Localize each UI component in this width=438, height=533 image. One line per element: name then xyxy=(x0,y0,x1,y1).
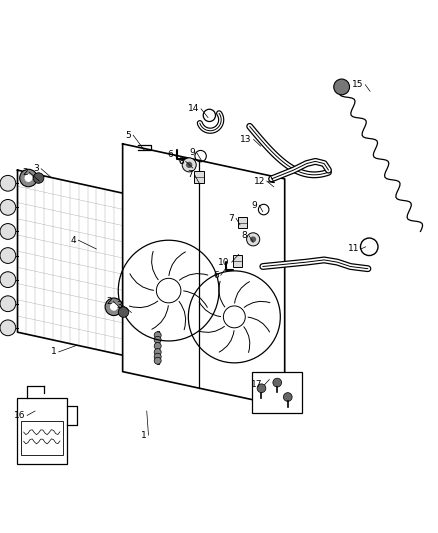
Circle shape xyxy=(0,248,16,263)
Text: 6: 6 xyxy=(167,150,173,159)
Circle shape xyxy=(186,161,192,168)
Text: 3: 3 xyxy=(116,302,122,310)
Text: 15: 15 xyxy=(352,80,364,89)
Text: 7: 7 xyxy=(187,170,193,179)
Text: 8: 8 xyxy=(242,231,247,240)
Text: 11: 11 xyxy=(348,245,359,254)
Circle shape xyxy=(273,378,282,387)
Circle shape xyxy=(105,298,123,316)
FancyArrowPatch shape xyxy=(184,291,207,308)
Polygon shape xyxy=(18,170,158,363)
FancyArrowPatch shape xyxy=(199,326,224,333)
Text: 9: 9 xyxy=(252,201,258,209)
Circle shape xyxy=(20,169,37,187)
Circle shape xyxy=(154,343,161,350)
FancyArrowPatch shape xyxy=(169,252,185,276)
Circle shape xyxy=(247,233,260,246)
Circle shape xyxy=(250,237,256,243)
FancyArrowPatch shape xyxy=(244,327,250,352)
Circle shape xyxy=(118,307,129,317)
FancyArrowPatch shape xyxy=(219,330,234,352)
Bar xyxy=(233,255,242,266)
Text: 6: 6 xyxy=(213,271,219,280)
Circle shape xyxy=(334,79,350,95)
Circle shape xyxy=(154,349,161,356)
Circle shape xyxy=(257,384,266,393)
Circle shape xyxy=(0,175,16,191)
Text: 14: 14 xyxy=(188,104,199,114)
Bar xyxy=(238,217,247,228)
FancyArrowPatch shape xyxy=(199,302,221,317)
FancyArrowPatch shape xyxy=(179,301,186,330)
Bar xyxy=(21,421,63,455)
Bar xyxy=(17,398,67,464)
FancyArrowPatch shape xyxy=(244,301,270,308)
FancyArrowPatch shape xyxy=(180,273,208,280)
Circle shape xyxy=(0,199,16,215)
Text: 4: 4 xyxy=(71,236,77,245)
Text: 8: 8 xyxy=(178,157,184,166)
FancyArrowPatch shape xyxy=(219,281,225,307)
Circle shape xyxy=(33,173,44,183)
Text: 3: 3 xyxy=(34,164,39,173)
Text: 13: 13 xyxy=(240,135,252,144)
Text: 17: 17 xyxy=(251,380,263,389)
Text: 9: 9 xyxy=(189,148,195,157)
Circle shape xyxy=(0,320,16,336)
Bar xyxy=(194,171,204,183)
Circle shape xyxy=(154,336,161,343)
Text: 2: 2 xyxy=(106,297,112,306)
Circle shape xyxy=(154,332,161,339)
Text: 7: 7 xyxy=(229,214,234,223)
Text: 16: 16 xyxy=(14,411,25,420)
Circle shape xyxy=(0,296,16,312)
Circle shape xyxy=(154,357,161,364)
Text: 1: 1 xyxy=(141,431,147,440)
Circle shape xyxy=(154,353,161,360)
Circle shape xyxy=(182,158,196,172)
Text: 2: 2 xyxy=(22,168,28,177)
Circle shape xyxy=(0,272,16,287)
Text: 10: 10 xyxy=(219,257,230,266)
Text: 5: 5 xyxy=(126,131,131,140)
Bar xyxy=(252,372,302,413)
Polygon shape xyxy=(123,144,285,407)
FancyArrowPatch shape xyxy=(129,301,158,308)
FancyArrowPatch shape xyxy=(130,274,154,290)
FancyArrowPatch shape xyxy=(152,305,168,329)
Circle shape xyxy=(110,303,118,311)
Circle shape xyxy=(0,223,16,239)
Circle shape xyxy=(283,393,292,401)
Text: 12: 12 xyxy=(254,176,265,185)
Circle shape xyxy=(25,174,32,182)
FancyArrowPatch shape xyxy=(152,252,158,280)
FancyArrowPatch shape xyxy=(248,317,269,332)
Text: 1: 1 xyxy=(51,348,57,357)
FancyArrowPatch shape xyxy=(235,281,250,303)
